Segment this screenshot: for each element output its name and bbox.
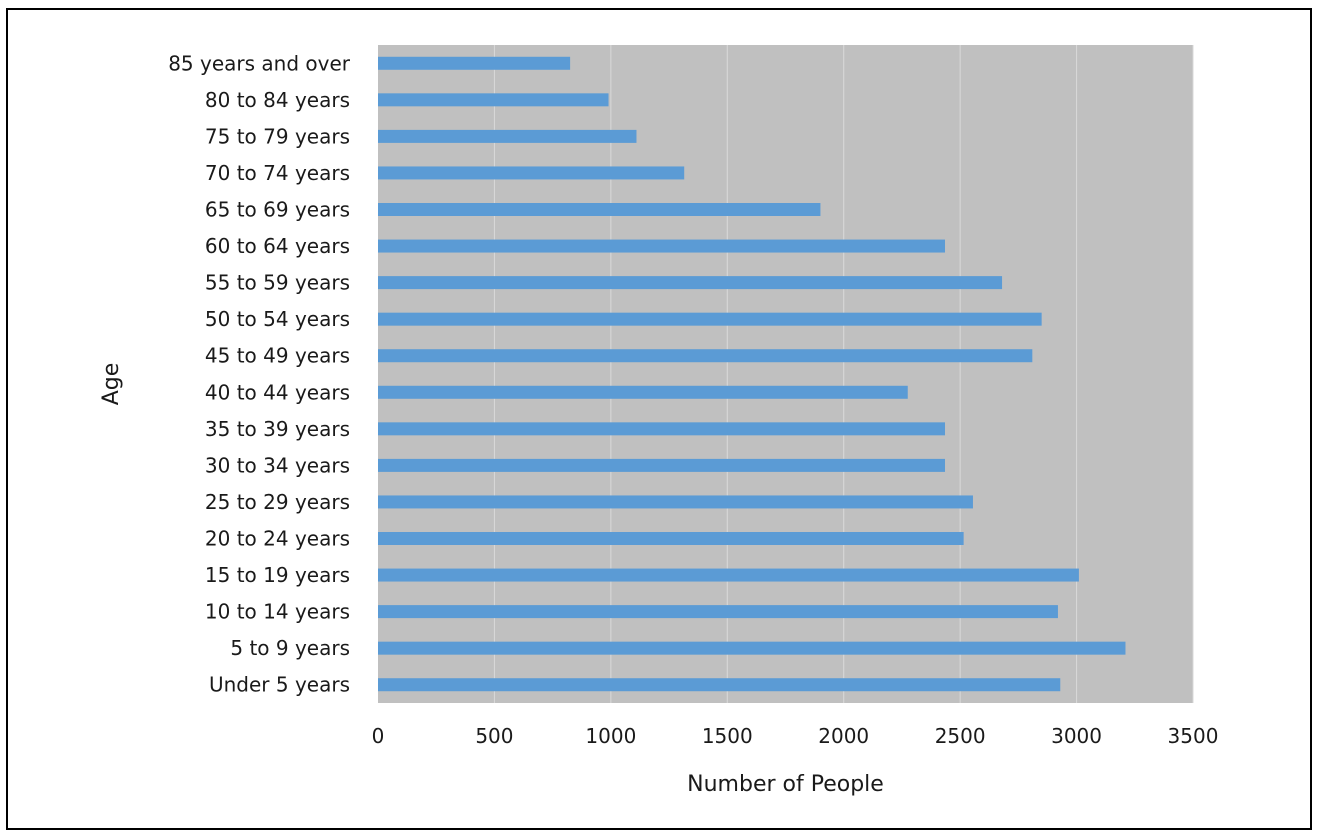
bar xyxy=(378,422,946,436)
bar xyxy=(378,568,1079,582)
x-axis-title: Number of People xyxy=(687,772,884,797)
bar xyxy=(378,385,908,399)
x-tick-label: 2500 xyxy=(935,724,986,748)
category-label: 5 to 9 years xyxy=(230,636,350,660)
x-tick-label: 1000 xyxy=(585,724,636,748)
category-label: 35 to 39 years xyxy=(205,417,350,441)
bar-chart: Under 5 years 5 to 9 years 10 to 14 years 1… xyxy=(99,45,1219,797)
bar xyxy=(378,495,973,509)
y-axis-title: Age xyxy=(99,363,124,406)
x-tick-label: 1500 xyxy=(702,724,753,748)
category-label: 30 to 34 years xyxy=(205,453,350,477)
category-label: 85 years and over xyxy=(168,51,351,75)
bar xyxy=(378,203,821,216)
chart-frame: Under 5 years 5 to 9 years 10 to 14 years 1… xyxy=(6,8,1312,830)
bar xyxy=(378,93,609,107)
bar xyxy=(378,678,1061,692)
category-label: 50 to 54 years xyxy=(205,307,350,331)
x-tick-label: 0 xyxy=(372,724,385,748)
category-label: 70 to 74 years xyxy=(205,161,350,185)
category-label: 80 to 84 years xyxy=(205,88,350,112)
bar xyxy=(378,458,946,472)
category-label: 10 to 14 years xyxy=(205,600,350,624)
bars xyxy=(378,56,1126,692)
category-label: 65 to 69 years xyxy=(205,198,350,222)
category-label: Under 5 years xyxy=(209,673,350,697)
x-tick-label: 3000 xyxy=(1051,724,1102,748)
category-label: 15 to 19 years xyxy=(205,563,350,587)
bar xyxy=(378,532,964,545)
x-tick-labels: 0 500 1000 1500 2000 2500 3000 3500 xyxy=(372,724,1219,748)
category-label: 75 to 79 years xyxy=(205,124,350,148)
x-tick-label: 2000 xyxy=(818,724,869,748)
x-tick-label: 3500 xyxy=(1168,724,1219,748)
bar xyxy=(378,641,1126,655)
category-label: 45 to 49 years xyxy=(205,344,350,368)
category-label: 55 to 59 years xyxy=(205,271,350,295)
bar xyxy=(378,605,1058,619)
bar xyxy=(378,56,571,70)
plot-area xyxy=(378,45,1193,703)
category-label: 40 to 44 years xyxy=(205,380,350,404)
category-labels: Under 5 years 5 to 9 years 10 to 14 years 1… xyxy=(168,51,351,696)
bar xyxy=(378,349,1033,363)
bar xyxy=(378,239,946,253)
category-label: 60 to 64 years xyxy=(205,234,350,258)
category-label: 20 to 24 years xyxy=(205,527,350,551)
gridlines xyxy=(493,45,1194,703)
bar xyxy=(378,312,1042,326)
bar xyxy=(378,166,685,180)
category-label: 25 to 29 years xyxy=(205,490,350,514)
bar xyxy=(378,276,1003,290)
x-tick-label: 500 xyxy=(475,724,513,748)
bar xyxy=(378,129,637,143)
